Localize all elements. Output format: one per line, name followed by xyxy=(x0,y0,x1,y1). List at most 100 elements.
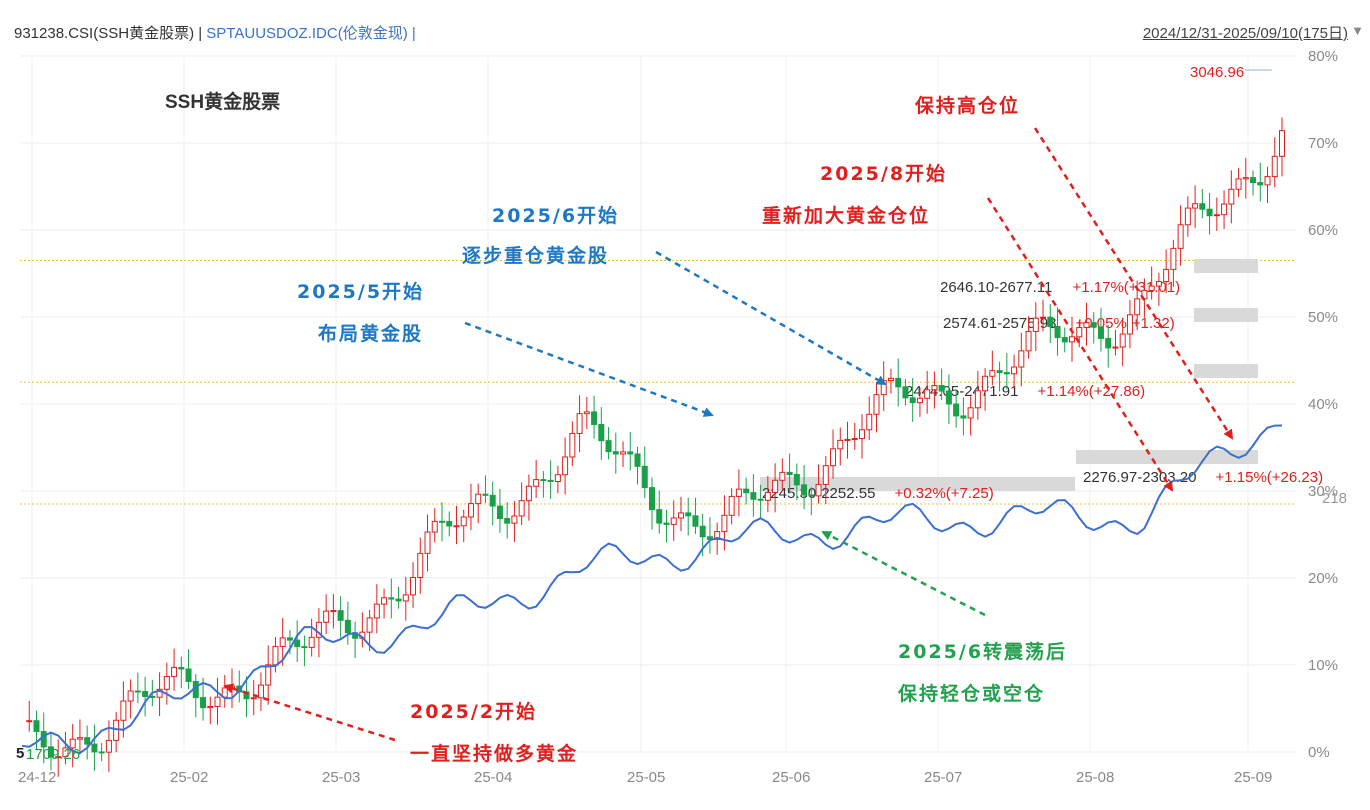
candle-body xyxy=(410,576,417,596)
candle-body xyxy=(127,690,134,702)
candle-body xyxy=(76,737,83,740)
y-tick-label: 20% xyxy=(1308,570,1338,587)
candle-body xyxy=(171,666,178,678)
symbol-secondary[interactable]: SPTAUUSDOZ.IDC(伦敦金现) xyxy=(206,25,408,42)
candle-body xyxy=(887,377,894,382)
range-box xyxy=(760,477,1075,491)
date-range[interactable]: 2024/12/31-2025/09/10(175日) xyxy=(1142,25,1348,42)
candle-body xyxy=(337,610,344,621)
candle-body xyxy=(656,509,663,524)
annotation-3-line1: 2025/6开始 xyxy=(492,204,619,227)
candle-body xyxy=(909,397,916,404)
x-tick-label: 25-02 xyxy=(170,769,208,786)
candle-body xyxy=(366,617,373,633)
candle-body xyxy=(424,531,431,554)
y-tick-label: 30% xyxy=(1308,483,1338,500)
candle-body xyxy=(591,411,598,425)
candle-body xyxy=(381,597,388,605)
candle-body xyxy=(149,695,156,698)
candle-body xyxy=(26,720,33,723)
candle-body xyxy=(33,720,40,733)
candle-body xyxy=(750,492,757,500)
range-box xyxy=(1194,364,1258,378)
y-tick-label: 80% xyxy=(1308,48,1338,65)
candle-body xyxy=(1054,325,1061,339)
candle-body xyxy=(1076,327,1083,338)
range-box-range: 2444.05-2471.91 xyxy=(905,383,1018,400)
candle-body xyxy=(873,394,880,415)
candle-body xyxy=(634,453,641,467)
candle-body xyxy=(431,520,438,533)
candle-body xyxy=(323,610,330,623)
candle-body xyxy=(1105,337,1112,349)
candle-body xyxy=(511,515,518,524)
candle-body xyxy=(207,706,214,709)
candle-body xyxy=(134,690,141,693)
range-box-range: 2646.10-2677.11 xyxy=(940,279,1052,296)
candle-body xyxy=(301,646,308,649)
candle-body xyxy=(728,495,735,516)
candle-body xyxy=(40,731,47,748)
triangle-down-icon[interactable]: ▼ xyxy=(1351,23,1364,38)
range-box-range: 2574.61-2575.93 xyxy=(943,315,1056,332)
candle-body xyxy=(924,389,931,399)
candle-body xyxy=(1083,322,1090,329)
symbol-primary[interactable]: 931238.CSI(SSH黄金股票) xyxy=(14,25,195,42)
candle-body xyxy=(373,603,380,619)
candle-body xyxy=(1221,203,1228,216)
candle-body xyxy=(902,386,909,399)
candle-body xyxy=(540,479,547,482)
candlestick-series xyxy=(26,117,1285,777)
candle-body xyxy=(1257,182,1264,186)
candle-body xyxy=(1018,350,1025,368)
candle-body xyxy=(598,423,605,442)
candle-body xyxy=(1090,322,1097,328)
candle-body xyxy=(1242,177,1249,180)
candle-body xyxy=(272,645,279,666)
candle-body xyxy=(989,370,996,377)
candle-body xyxy=(895,377,902,388)
candle-body xyxy=(250,697,257,700)
annotation-4-arrow xyxy=(821,530,986,617)
candle-body xyxy=(1011,366,1018,375)
candle-body xyxy=(1192,203,1199,209)
candle-body xyxy=(1264,176,1271,186)
price-low-marker: 5 xyxy=(16,745,24,762)
candle-body xyxy=(1047,316,1054,327)
annotation-4-line2: 保持轻仓或空仓 xyxy=(897,682,1045,705)
candle-body xyxy=(974,390,981,409)
candle-body xyxy=(489,494,496,507)
candle-body xyxy=(583,411,590,415)
candle-body xyxy=(1032,317,1039,332)
symbol-legend: 931238.CSI(SSH黄金股票) | SPTAUUSDOZ.IDC(伦敦金… xyxy=(14,22,416,43)
candle-body xyxy=(1279,130,1285,157)
candle-body xyxy=(1119,333,1126,348)
candle-body xyxy=(178,666,185,670)
candle-body xyxy=(953,403,960,417)
candle-body xyxy=(395,598,402,602)
candle-body xyxy=(1112,346,1119,349)
candle-body xyxy=(482,493,489,496)
candle-body xyxy=(916,397,923,404)
candle-body xyxy=(620,451,627,455)
annotation-2-line2: 布局黄金股 xyxy=(318,322,423,345)
annotation-5-line1: 2025/8开始 xyxy=(820,162,947,185)
candle-body xyxy=(764,491,771,501)
candle-body xyxy=(257,684,264,699)
candle-body xyxy=(185,668,192,682)
annotation-2-arrow xyxy=(464,321,714,417)
candle-body xyxy=(692,515,699,527)
candle-body xyxy=(55,756,62,759)
candle-body xyxy=(1271,155,1278,178)
x-tick-label: 25-03 xyxy=(322,769,360,786)
candle-body xyxy=(851,438,858,441)
candle-body xyxy=(1206,208,1213,217)
candle-body xyxy=(967,407,974,419)
candle-body xyxy=(866,413,873,431)
candle-body xyxy=(960,415,967,419)
candle-body xyxy=(1097,326,1104,339)
candle-body xyxy=(518,500,525,517)
candle-body xyxy=(996,370,1003,374)
range-box-pct: +1.17%(+31.01) xyxy=(1073,279,1181,296)
